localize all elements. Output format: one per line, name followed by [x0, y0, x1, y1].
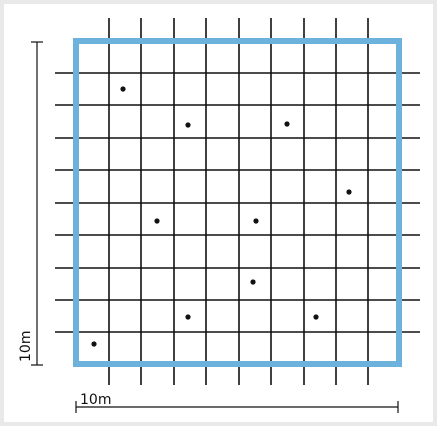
- point: [253, 218, 259, 224]
- point: [120, 86, 126, 92]
- point: [185, 122, 191, 128]
- point: [250, 279, 256, 285]
- point: [284, 121, 290, 127]
- scale-label: 10m: [18, 331, 34, 362]
- point: [346, 189, 352, 195]
- horizontal-scale: 10m: [75, 392, 399, 413]
- point: [185, 314, 191, 320]
- vertical-scale: 10m: [18, 41, 43, 366]
- point: [91, 341, 97, 347]
- plot-border: [73, 38, 402, 367]
- scale-label: 10m: [80, 392, 111, 408]
- grid: [55, 18, 420, 385]
- points: [91, 86, 352, 347]
- point: [313, 314, 319, 320]
- point: [154, 218, 160, 224]
